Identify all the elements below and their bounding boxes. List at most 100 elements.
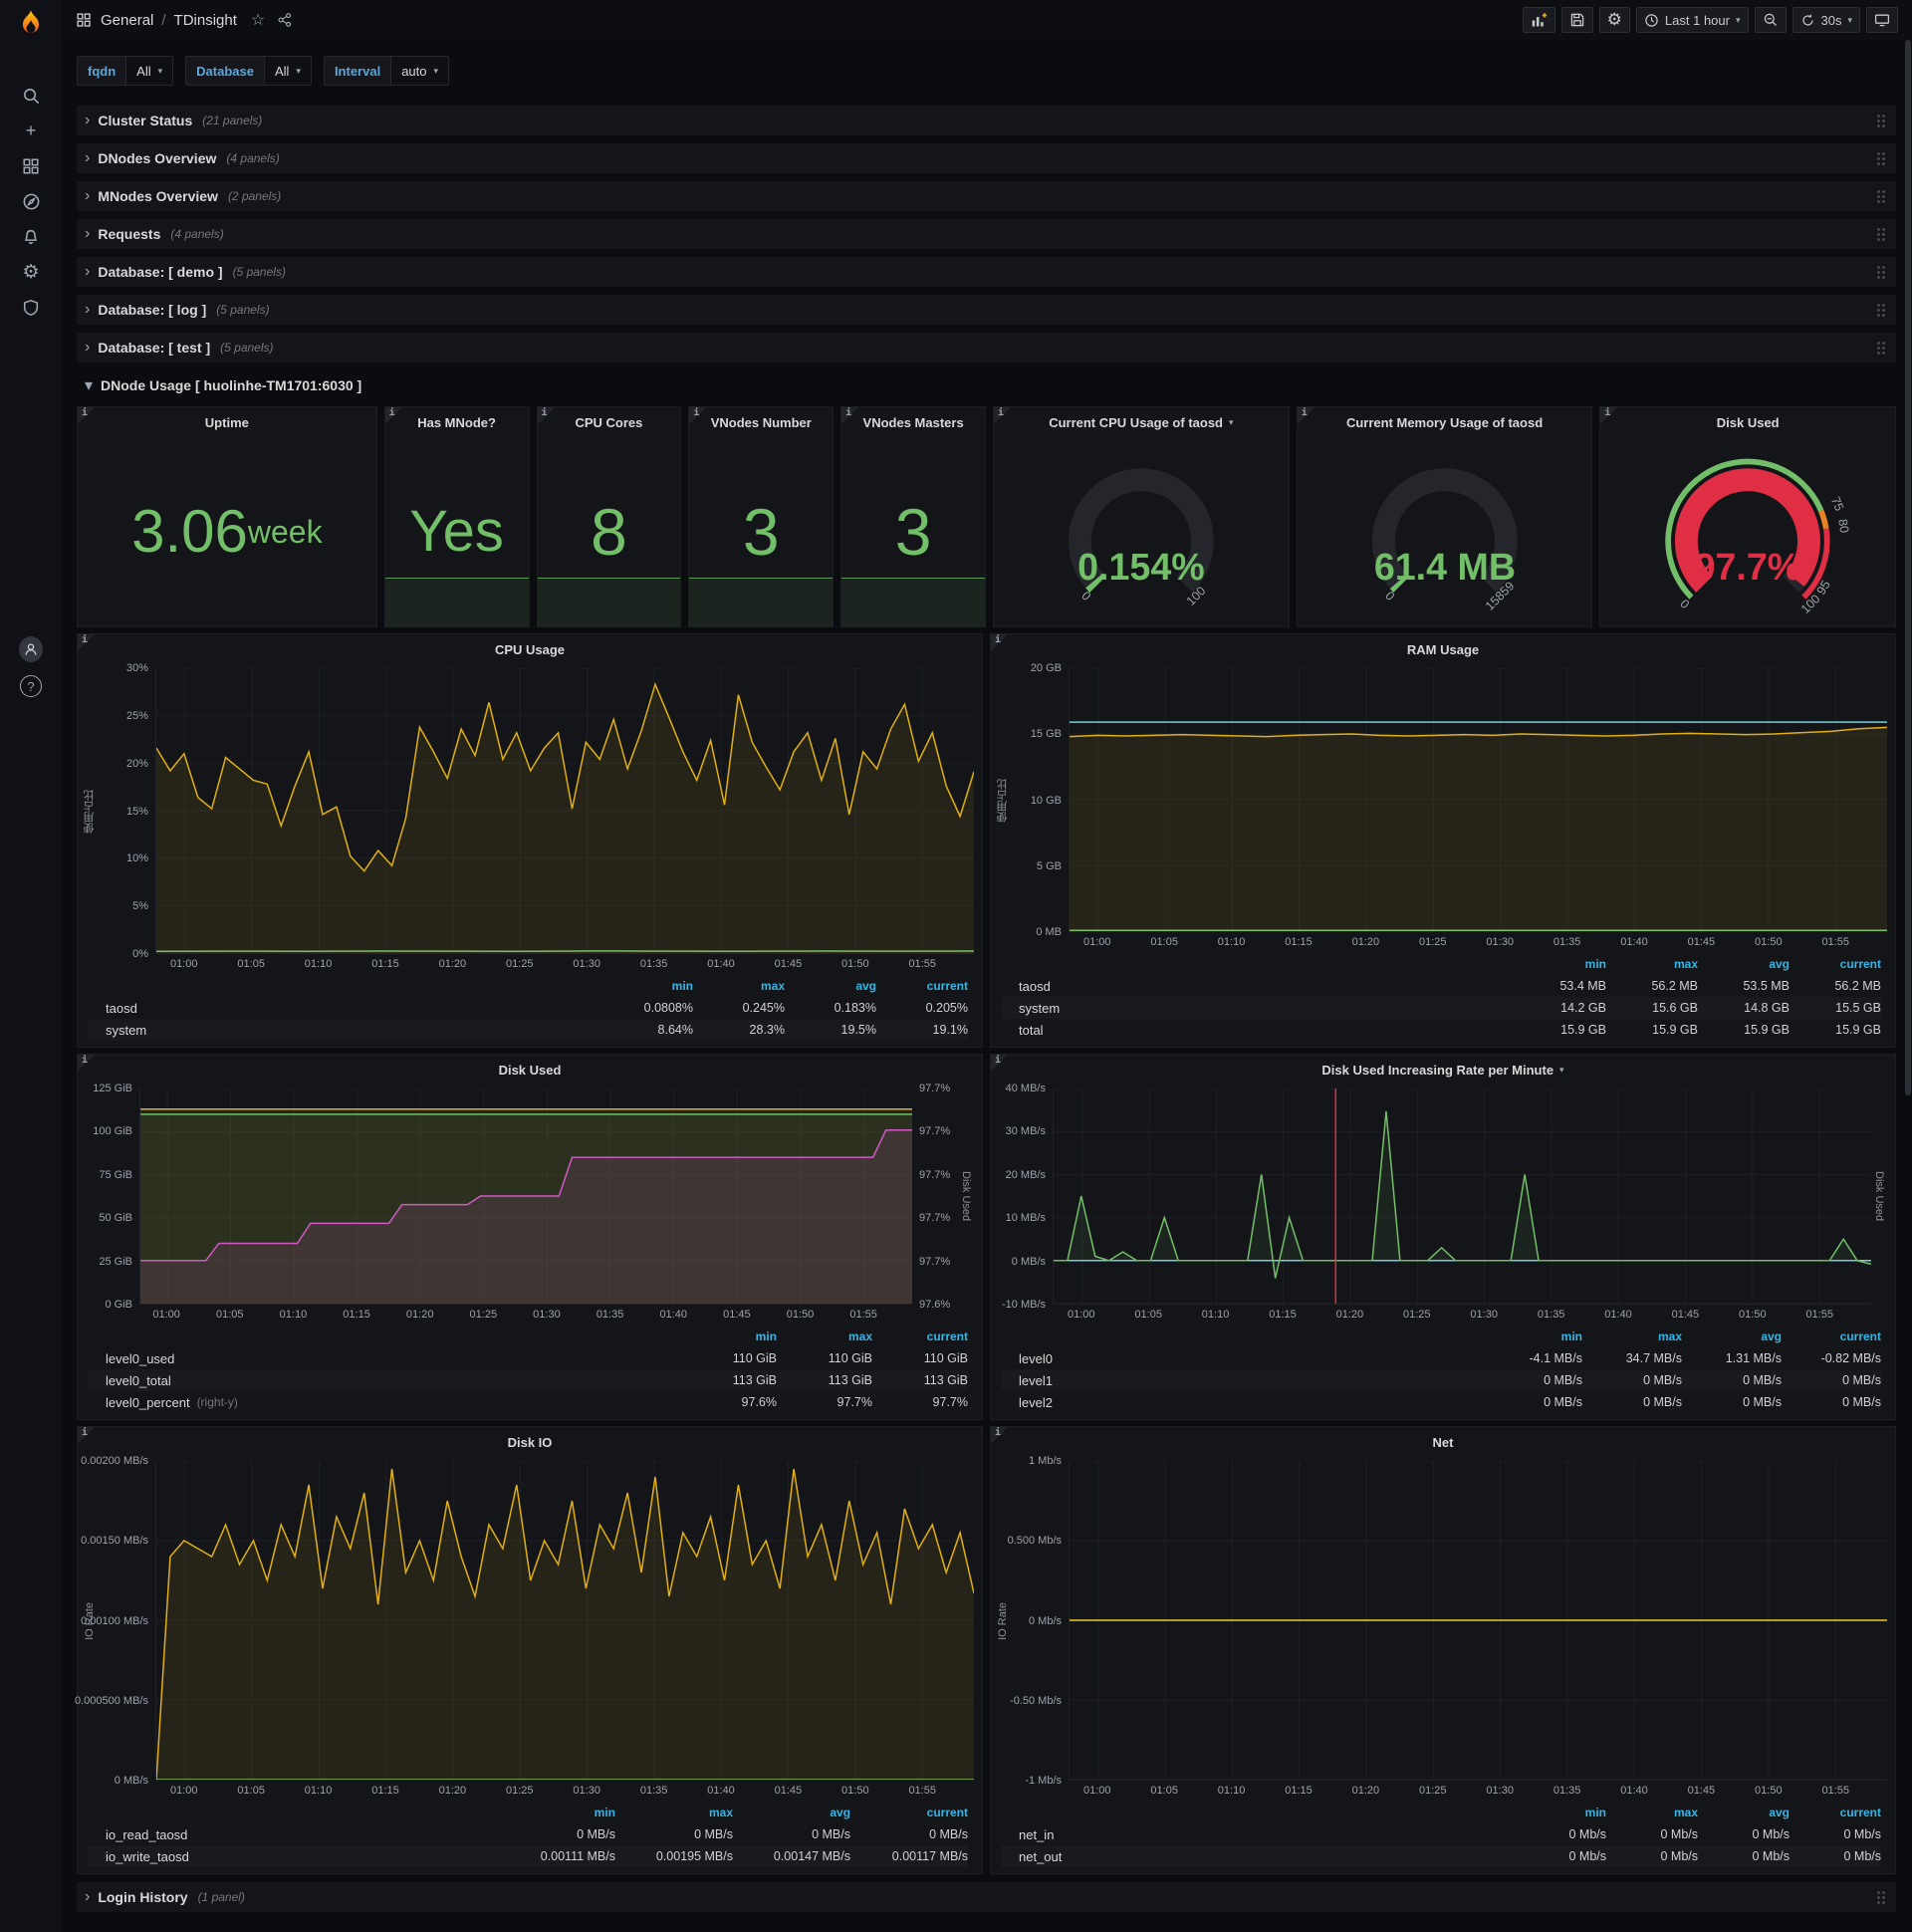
panel-title[interactable]: VNodes Masters bbox=[862, 414, 964, 430]
panel-header[interactable]: i Has MNode? bbox=[384, 407, 529, 437]
info-corner-icon[interactable] bbox=[991, 634, 1008, 651]
plot-area[interactable] bbox=[1069, 668, 1887, 932]
dashboard-squares-icon[interactable] bbox=[76, 12, 93, 29]
panel-title[interactable]: Uptime bbox=[204, 414, 249, 430]
legend-series-name[interactable]: net_out bbox=[1019, 1848, 1063, 1864]
panel-title[interactable]: Disk Used Increasing Rate per Minute bbox=[1321, 1062, 1554, 1078]
info-corner-icon[interactable] bbox=[689, 407, 707, 424]
panel-menu-caret-icon[interactable]: ▾ bbox=[1559, 1064, 1564, 1075]
add-panel-button[interactable] bbox=[1522, 7, 1555, 33]
row-dnodes-overview[interactable]: › DNodes Overview (4 panels) bbox=[77, 143, 1896, 173]
info-corner-icon[interactable] bbox=[78, 407, 95, 424]
user-avatar[interactable] bbox=[19, 636, 43, 662]
row-login-history[interactable]: › Login History (1 panel) bbox=[77, 1882, 1896, 1912]
legend-series-name[interactable]: system bbox=[1019, 1000, 1061, 1016]
row-drag-handle[interactable] bbox=[1876, 189, 1886, 204]
legend-series-name[interactable]: taosd bbox=[106, 1000, 137, 1016]
variable-database-value[interactable]: All ▾ bbox=[263, 56, 312, 86]
legend-series-name[interactable]: io_read_taosd bbox=[106, 1826, 188, 1842]
info-corner-icon[interactable] bbox=[78, 634, 95, 651]
legend-series-name[interactable]: level0_used bbox=[106, 1350, 175, 1366]
explore-compass-icon[interactable] bbox=[19, 189, 43, 213]
panel-title[interactable]: Disk Used bbox=[1716, 414, 1780, 430]
row-drag-handle[interactable] bbox=[1876, 114, 1886, 128]
plot-area[interactable] bbox=[1053, 1088, 1871, 1305]
panel-title[interactable]: Has MNode? bbox=[417, 414, 496, 430]
legend-series-name[interactable]: io_write_taosd bbox=[106, 1848, 189, 1864]
timeseries-chart[interactable]: 使用占比 20 GB 15 GB 10 GB 5 GB 0 MB 01:00 01:05 01:… bbox=[991, 662, 1895, 1047]
row-database-test[interactable]: › Database: [ test ] (5 panels) bbox=[77, 333, 1896, 362]
alerting-bell-icon[interactable] bbox=[19, 225, 43, 249]
legend-series-name[interactable]: taosd bbox=[1019, 978, 1051, 994]
panel-header[interactable]: i Current CPU Usage of taosd ▾ bbox=[994, 407, 1289, 437]
panel-title[interactable]: RAM Usage bbox=[1406, 641, 1480, 657]
grafana-logo[interactable] bbox=[15, 8, 47, 40]
plot-area[interactable] bbox=[155, 1461, 974, 1781]
info-corner-icon[interactable] bbox=[1600, 407, 1618, 424]
configuration-gear-icon[interactable]: ⚙ bbox=[22, 261, 40, 283]
info-corner-icon[interactable] bbox=[994, 407, 1012, 424]
breadcrumb-folder[interactable]: General bbox=[101, 11, 154, 29]
panel-header[interactable]: i Disk IO bbox=[78, 1427, 982, 1457]
legend-series-name[interactable]: level0 bbox=[1019, 1350, 1053, 1366]
panel-title[interactable]: CPU Usage bbox=[494, 641, 566, 657]
row-database-log[interactable]: › Database: [ log ] (5 panels) bbox=[77, 295, 1896, 325]
info-corner-icon[interactable] bbox=[841, 407, 859, 424]
panel-header[interactable]: i VNodes Number bbox=[689, 407, 833, 437]
panel-title[interactable]: Current Memory Usage of taosd bbox=[1345, 414, 1544, 430]
panel-title[interactable]: CPU Cores bbox=[575, 414, 643, 430]
panel-title[interactable]: Disk Used bbox=[498, 1062, 562, 1078]
row-drag-handle[interactable] bbox=[1876, 341, 1886, 356]
panel-header[interactable]: i Disk Used bbox=[1600, 407, 1895, 437]
panel-title[interactable]: Net bbox=[1432, 1434, 1454, 1450]
timeseries-chart[interactable]: 使用占比 30% 25% 20% 15% 10% 5% 0% 01:00 01:05 01:10 01… bbox=[78, 662, 982, 1047]
info-corner-icon[interactable] bbox=[78, 1055, 95, 1072]
row-requests[interactable]: › Requests (4 panels) bbox=[77, 219, 1896, 249]
panel-header[interactable]: i Disk Used bbox=[78, 1055, 982, 1085]
row-dnode-usage[interactable]: ▾ DNode Usage [ huolinhe-TM1701:6030 ] bbox=[77, 368, 1896, 402]
row-drag-handle[interactable] bbox=[1876, 303, 1886, 318]
cycle-view-mode-button[interactable] bbox=[1866, 7, 1898, 33]
panel-title[interactable]: Current CPU Usage of taosd bbox=[1049, 414, 1223, 430]
panel-header[interactable]: i CPU Usage bbox=[78, 634, 982, 664]
dashboards-grid-icon[interactable] bbox=[19, 154, 43, 178]
save-dashboard-button[interactable] bbox=[1560, 7, 1593, 33]
legend-series-name[interactable]: level0_percent (right-y) bbox=[106, 1394, 238, 1410]
row-drag-handle[interactable] bbox=[1876, 151, 1886, 166]
info-corner-icon[interactable] bbox=[1297, 407, 1314, 424]
legend-series-name[interactable]: level0_total bbox=[106, 1372, 171, 1388]
timeseries-chart[interactable]: 125 GiB 100 GiB 75 GiB 50 GiB 25 GiB 0 GiB 97.… bbox=[78, 1083, 982, 1419]
info-corner-icon[interactable] bbox=[384, 407, 402, 424]
info-corner-icon[interactable] bbox=[78, 1427, 95, 1444]
zoom-out-time-button[interactable] bbox=[1754, 7, 1787, 33]
info-corner-icon[interactable] bbox=[991, 1427, 1008, 1444]
panel-menu-caret-icon[interactable]: ▾ bbox=[1229, 416, 1234, 427]
legend-series-name[interactable]: net_in bbox=[1019, 1826, 1055, 1842]
panel-title[interactable]: Disk IO bbox=[507, 1434, 553, 1450]
panel-header[interactable]: i Disk Used Increasing Rate per Minute ▾ bbox=[991, 1055, 1895, 1085]
variable-interval-value[interactable]: auto ▾ bbox=[390, 56, 450, 86]
breadcrumb-dashboard-name[interactable]: TDinsight bbox=[173, 11, 237, 29]
time-range-picker[interactable]: Last 1 hour ▾ bbox=[1635, 7, 1749, 33]
legend-series-name[interactable]: total bbox=[1019, 1022, 1044, 1038]
plot-area[interactable] bbox=[1069, 1461, 1887, 1781]
create-plus-icon[interactable]: + bbox=[25, 120, 37, 140]
info-corner-icon[interactable] bbox=[991, 1055, 1008, 1072]
row-cluster-status[interactable]: › Cluster Status (21 panels) bbox=[77, 106, 1896, 135]
panel-header[interactable]: i VNodes Masters bbox=[841, 407, 985, 437]
row-drag-handle[interactable] bbox=[1876, 227, 1886, 242]
plot-area[interactable] bbox=[139, 1088, 912, 1305]
timeseries-chart[interactable]: 40 MB/s 30 MB/s 20 MB/s 10 MB/s 0 MB/s -10 MB… bbox=[991, 1083, 1895, 1419]
plot-area[interactable] bbox=[155, 668, 974, 954]
panel-header[interactable]: i Current Memory Usage of taosd bbox=[1297, 407, 1592, 437]
help-icon[interactable]: ? bbox=[19, 674, 43, 698]
legend-series-name[interactable]: level2 bbox=[1019, 1394, 1053, 1410]
row-database-demo[interactable]: › Database: [ demo ] (5 panels) bbox=[77, 257, 1896, 287]
timeseries-chart[interactable]: IO Rate 0.00200 MB/s 0.00150 MB/s 0.00100 M… bbox=[75, 1455, 982, 1873]
timeseries-chart[interactable]: IO Rate 1 Mb/s 0.500 Mb/s 0 Mb/s -0.50 Mb/s -… bbox=[991, 1455, 1895, 1873]
server-admin-shield-icon[interactable] bbox=[19, 296, 43, 320]
legend-series-name[interactable]: level1 bbox=[1019, 1372, 1053, 1388]
star-icon[interactable]: ☆ bbox=[250, 12, 266, 29]
page-scrollbar[interactable] bbox=[1905, 40, 1911, 1095]
legend-series-name[interactable]: system bbox=[106, 1022, 147, 1038]
